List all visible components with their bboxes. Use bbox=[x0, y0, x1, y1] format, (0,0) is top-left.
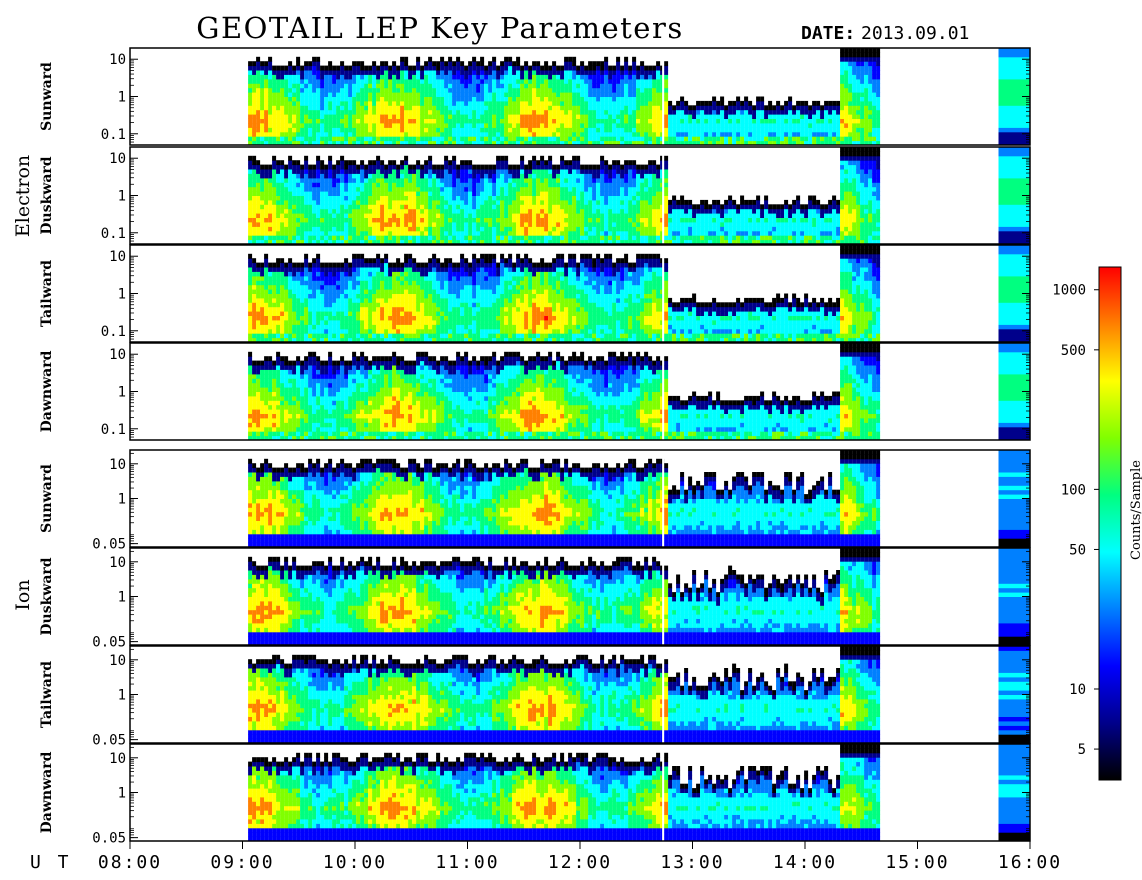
panel-electron-duskward: 10 1 0.1 Duskward bbox=[39, 147, 1030, 245]
x-tick-label: 15:00 bbox=[885, 852, 949, 873]
x-tick-label: 10:00 bbox=[323, 852, 387, 873]
group-label: Ion bbox=[12, 579, 34, 610]
colorbar-tick-label: 5 bbox=[1078, 742, 1086, 758]
y-tick-label: 1 bbox=[118, 492, 126, 508]
panel-ion-duskward: 10 1 0.05 Duskward bbox=[39, 548, 1030, 651]
colorbar-tick-label: 500 bbox=[1061, 343, 1086, 359]
panel-label: Duskward bbox=[39, 156, 55, 234]
panel-ion-sunward: 10 1 0.05 Sunward bbox=[39, 450, 1030, 553]
panel-label: Dawnward bbox=[39, 350, 55, 432]
y-tick-label: 1 bbox=[118, 385, 126, 401]
y-tick-label: 10 bbox=[109, 151, 126, 167]
panel-electron-sunward: 10 1 0.1 Sunward bbox=[39, 48, 1030, 146]
y-tick-label: 10 bbox=[109, 555, 126, 571]
y-tick-label: 0.05 bbox=[92, 537, 126, 553]
colorbar-ticks: 1000 500 100 50 10 5 bbox=[1052, 283, 1099, 758]
y-tick-label: 0.05 bbox=[92, 831, 126, 847]
y-tick-label: 1 bbox=[118, 189, 126, 205]
panel-label: Dawnward bbox=[39, 751, 55, 833]
y-tick-label: 10 bbox=[109, 249, 126, 265]
date-value: 2013.09.01 bbox=[861, 23, 969, 44]
spectrogram-panels: 10 1 0.1 Sunward 10 1 0.1 Duskward 10 1 0.1 Tailwar… bbox=[39, 48, 1030, 847]
colorbar-tick-label: 50 bbox=[1069, 542, 1086, 558]
panel-ion-dawnward: 10 1 0.05 Dawnward bbox=[39, 744, 1030, 847]
y-tick-label: 0.05 bbox=[92, 635, 126, 651]
y-tick-label: 1 bbox=[118, 590, 126, 606]
colorbar-tick-label: 1000 bbox=[1052, 283, 1086, 299]
panel-ion-tailward: 10 1 0.05 Tailward bbox=[39, 646, 1030, 749]
x-tick-label: 12:00 bbox=[548, 852, 612, 873]
group-labels: Electron Ion bbox=[12, 155, 34, 611]
panel-label: Duskward bbox=[39, 557, 55, 635]
y-tick-label: 1 bbox=[118, 786, 126, 802]
colorbar-tick-label: 100 bbox=[1061, 482, 1086, 498]
spectrogram-figure: GEOTAIL LEP Key Parameters DATE: 2013.09… bbox=[0, 0, 1142, 880]
x-tick-label: 08:00 bbox=[98, 852, 162, 873]
y-tick-label: 1 bbox=[118, 287, 126, 303]
panel-electron-tailward: 10 1 0.1 Tailward bbox=[39, 245, 1030, 343]
panel-label: Tailward bbox=[39, 661, 55, 728]
y-tick-label: 10 bbox=[109, 751, 126, 767]
panel-label: Tailward bbox=[39, 260, 55, 327]
x-axis: 08:00 09:00 10:00 11:00 12:00 13:00 14:00 15:00… bbox=[98, 841, 1062, 873]
x-tick-label: 13:00 bbox=[660, 852, 724, 873]
colorbar: 1000 500 100 50 10 5 Counts/Sample bbox=[1052, 267, 1142, 780]
y-tick-label: 0.1 bbox=[101, 226, 126, 242]
chart-title: GEOTAIL LEP Key Parameters bbox=[196, 11, 683, 45]
panel-label: Sunward bbox=[39, 62, 55, 131]
colorbar-label: Counts/Sample bbox=[1129, 460, 1142, 560]
y-tick-label: 1 bbox=[118, 90, 126, 106]
y-tick-label: 10 bbox=[109, 457, 126, 473]
y-tick-label: 0.1 bbox=[101, 127, 126, 143]
group-label: Electron bbox=[12, 155, 34, 237]
y-tick-label: 0.05 bbox=[92, 733, 126, 749]
y-tick-label: 0.1 bbox=[101, 422, 126, 438]
panel-electron-dawnward: 10 1 0.1 Dawnward bbox=[39, 343, 1030, 441]
x-axis-unit: U T bbox=[30, 852, 72, 873]
x-tick-label: 11:00 bbox=[435, 852, 499, 873]
colorbar-tick-label: 10 bbox=[1069, 682, 1086, 698]
panel-label: Sunward bbox=[39, 464, 55, 533]
y-tick-label: 0.1 bbox=[101, 324, 126, 340]
y-tick-label: 1 bbox=[118, 688, 126, 704]
x-tick-label: 09:00 bbox=[210, 852, 274, 873]
colorbar-gradient bbox=[1099, 267, 1121, 780]
x-tick-label: 14:00 bbox=[773, 852, 837, 873]
y-tick-label: 10 bbox=[109, 52, 126, 68]
x-tick-label: 16:00 bbox=[998, 852, 1062, 873]
y-tick-label: 10 bbox=[109, 347, 126, 363]
date-label: DATE: bbox=[801, 23, 855, 44]
y-tick-label: 10 bbox=[109, 653, 126, 669]
